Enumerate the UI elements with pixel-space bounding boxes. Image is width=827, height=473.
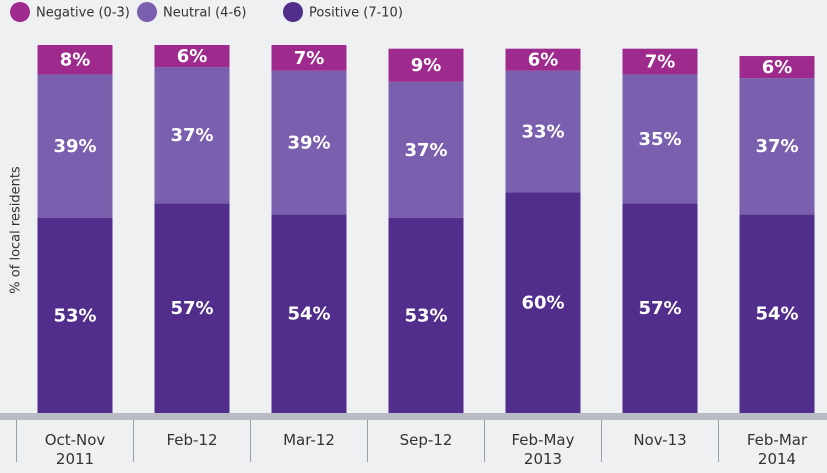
value-label: 57% <box>638 298 681 319</box>
value-label: 6% <box>762 57 793 78</box>
value-label: 54% <box>287 304 330 325</box>
value-label: 39% <box>287 133 330 154</box>
value-label: 37% <box>404 140 447 161</box>
bar-segment <box>388 81 464 218</box>
legend-label: Negative (0-3) <box>36 6 130 21</box>
bar-segment <box>154 67 230 204</box>
value-label: 35% <box>638 129 681 150</box>
value-label: 37% <box>170 125 213 146</box>
bar-segment <box>37 217 113 413</box>
bar-segment <box>388 48 464 82</box>
bar-segment <box>154 45 230 68</box>
bar-segment <box>37 74 113 218</box>
value-label: 53% <box>404 305 447 326</box>
value-label: 37% <box>755 136 798 157</box>
value-label: 54% <box>755 304 798 325</box>
legend-swatch <box>137 2 157 22</box>
bar-segment <box>154 203 230 413</box>
x-tick-label: Feb-12 <box>166 431 217 449</box>
bar-segment <box>271 214 347 413</box>
bar-segment <box>739 214 815 413</box>
axis-strip <box>0 413 827 420</box>
value-label: 57% <box>170 298 213 319</box>
value-label: 60% <box>521 293 564 314</box>
x-tick-label: Feb-May 2013 <box>512 431 575 468</box>
y-axis-label: % of local residents <box>9 166 24 294</box>
x-tick-label: Nov-13 <box>633 431 686 449</box>
bar-segment <box>388 217 464 413</box>
bar-segment <box>739 56 815 79</box>
bar-segment <box>622 48 698 75</box>
bar-segment <box>622 203 698 413</box>
bar-segment <box>739 78 815 215</box>
legend-label: Positive (7-10) <box>309 6 403 21</box>
value-label: 7% <box>294 48 325 69</box>
bar-segment <box>271 70 347 215</box>
x-tick-label: Feb-Mar 2014 <box>747 431 808 468</box>
value-label: 39% <box>53 136 96 157</box>
value-label: 7% <box>645 52 676 73</box>
value-label: 53% <box>53 305 96 326</box>
x-tick-label: Oct-Nov 2011 <box>45 431 106 468</box>
value-label: 8% <box>60 50 91 71</box>
value-label: 33% <box>521 121 564 142</box>
legend-label: Neutral (4-6) <box>163 6 247 21</box>
bar-segment <box>271 45 347 71</box>
bar-segment <box>505 48 581 71</box>
value-label: 6% <box>177 46 208 67</box>
bar-segment <box>505 70 581 193</box>
x-tick-label: Mar-12 <box>283 431 335 449</box>
legend-swatch <box>10 2 30 22</box>
bar-segment <box>622 74 698 204</box>
bar-segment <box>505 192 581 413</box>
x-tick-label: Sep-12 <box>400 431 453 449</box>
value-label: 9% <box>411 55 442 76</box>
legend-swatch <box>283 2 303 22</box>
value-label: 6% <box>528 50 559 71</box>
bar-segment <box>37 45 113 75</box>
